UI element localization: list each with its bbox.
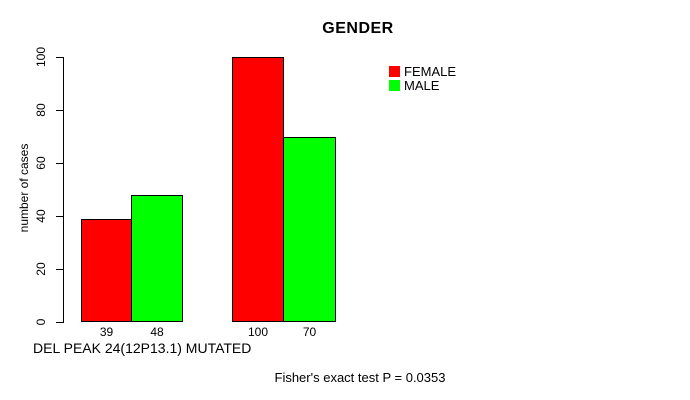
y-tick-label: 100 (34, 46, 48, 68)
female-color-swatch (389, 66, 400, 77)
bar-value-label: 100 (247, 325, 269, 339)
y-tick-label: 60 (34, 156, 48, 170)
legend-label-female: FEMALE (404, 64, 457, 79)
y-tick-label: 0 (34, 318, 48, 326)
bar-value-label: 70 (302, 325, 317, 339)
y-axis-line (63, 57, 64, 323)
legend: FEMALE MALE (389, 65, 456, 93)
y-tick-label: 80 (34, 103, 48, 117)
x-axis-caption: DEL PEAK 24(12P13.1) MUTATED (33, 340, 252, 356)
chart-title: GENDER (322, 20, 394, 37)
y-tick-mark (56, 216, 63, 217)
bar-female-group1 (81, 219, 132, 322)
y-axis-title: number of cases (17, 143, 31, 233)
bar-female-group2 (232, 57, 284, 322)
y-tick-mark (56, 110, 63, 111)
bar-value-label: 48 (150, 325, 164, 339)
legend-entry-female: FEMALE (389, 65, 456, 78)
y-tick-label: 20 (34, 262, 48, 276)
y-tick-mark (56, 57, 63, 58)
y-tick-mark (56, 163, 63, 164)
y-tick-mark (56, 322, 63, 323)
statistical-test-note: Fisher's exact test P = 0.0353 (274, 370, 446, 385)
legend-entry-male: MALE (389, 79, 456, 92)
male-color-swatch (389, 80, 400, 91)
y-tick-mark (56, 269, 63, 270)
bar-male-group1 (131, 195, 183, 322)
bar-male-group2 (283, 137, 336, 322)
y-tick-label: 40 (34, 209, 48, 223)
bar-value-label: 39 (99, 325, 114, 339)
legend-label-male: MALE (404, 78, 440, 93)
